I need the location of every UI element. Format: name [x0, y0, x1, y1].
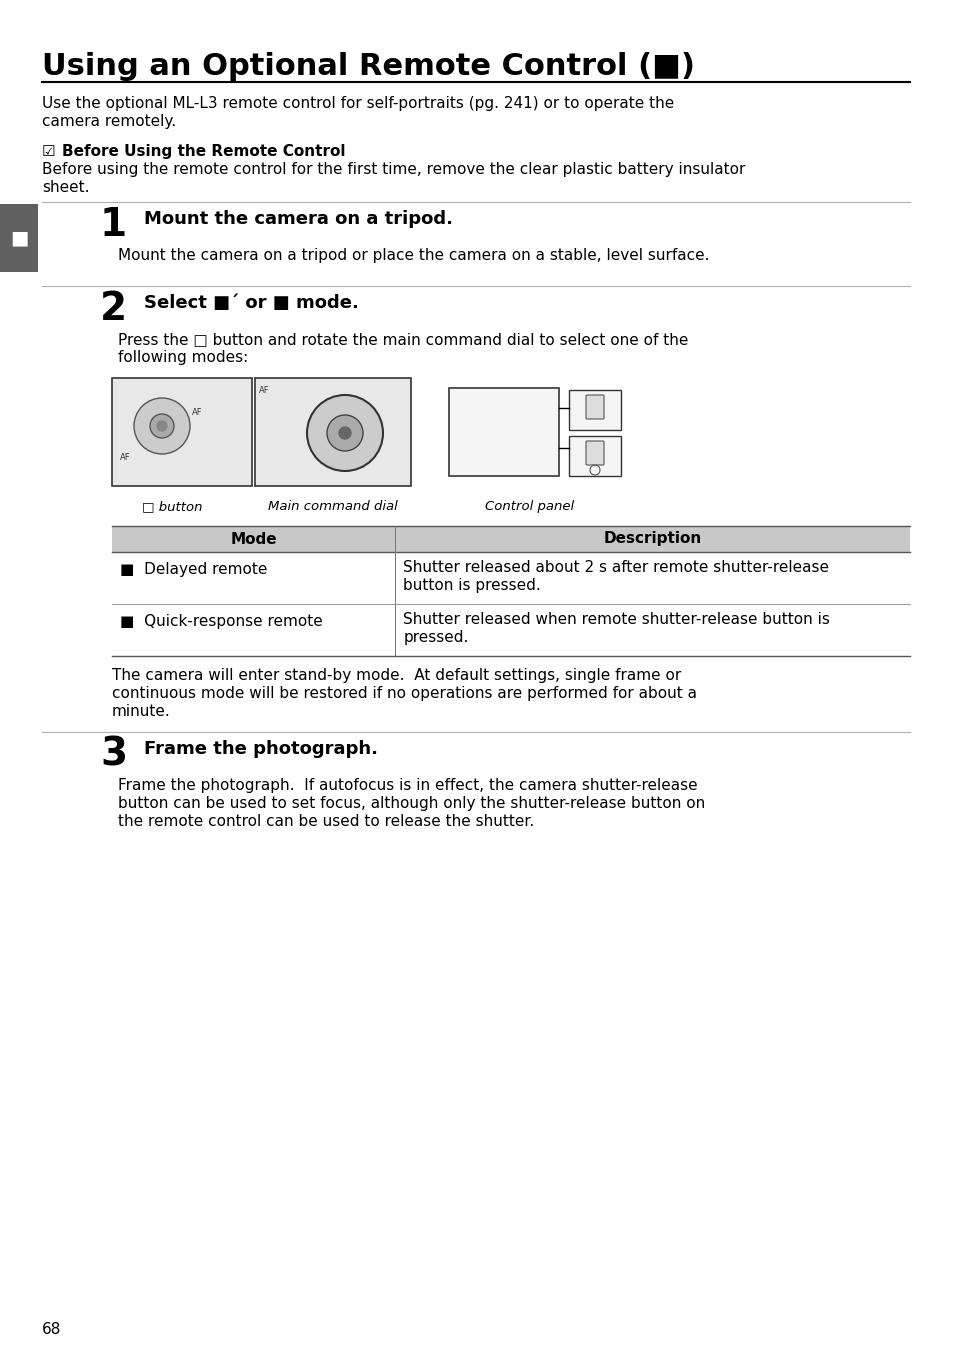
Text: AF: AF	[192, 408, 202, 416]
Text: button is pressed.: button is pressed.	[403, 579, 540, 594]
Circle shape	[133, 397, 190, 454]
Text: AF: AF	[120, 453, 131, 462]
Text: Mode: Mode	[230, 531, 276, 546]
FancyBboxPatch shape	[112, 379, 252, 485]
Text: Press the □ button and rotate the main command dial to select one of the: Press the □ button and rotate the main c…	[118, 333, 688, 347]
Text: ☑: ☑	[42, 145, 55, 160]
FancyBboxPatch shape	[585, 441, 603, 465]
Circle shape	[150, 414, 173, 438]
Text: sheet.: sheet.	[42, 180, 90, 195]
Text: 68: 68	[42, 1322, 61, 1337]
Text: ■  Delayed remote: ■ Delayed remote	[120, 562, 267, 577]
Circle shape	[338, 427, 351, 439]
FancyBboxPatch shape	[568, 389, 620, 430]
Text: Shutter released when remote shutter-release button is: Shutter released when remote shutter-rel…	[403, 612, 829, 627]
Text: camera remotely.: camera remotely.	[42, 114, 176, 128]
Text: The camera will enter stand-by mode.  At default settings, single frame or: The camera will enter stand-by mode. At …	[112, 668, 680, 683]
Text: □ button: □ button	[142, 500, 202, 512]
Text: Shutter released about 2 s after remote shutter-release: Shutter released about 2 s after remote …	[403, 560, 828, 575]
Text: 1: 1	[100, 206, 127, 243]
Circle shape	[327, 415, 363, 452]
Text: Main command dial: Main command dial	[268, 500, 397, 512]
Text: 3: 3	[100, 735, 127, 773]
Text: continuous mode will be restored if no operations are performed for about a: continuous mode will be restored if no o…	[112, 685, 697, 700]
Text: the remote control can be used to release the shutter.: the remote control can be used to releas…	[118, 814, 534, 829]
Circle shape	[157, 420, 167, 431]
Text: AF: AF	[258, 387, 270, 395]
Text: minute.: minute.	[112, 704, 171, 719]
FancyBboxPatch shape	[568, 435, 620, 476]
Text: Mount the camera on a tripod or place the camera on a stable, level surface.: Mount the camera on a tripod or place th…	[118, 247, 709, 264]
Text: Frame the photograph.  If autofocus is in effect, the camera shutter-release: Frame the photograph. If autofocus is in…	[118, 777, 697, 794]
Text: Use the optional ML-L3 remote control for self-portraits (pg. 241) or to operate: Use the optional ML-L3 remote control fo…	[42, 96, 674, 111]
Text: Frame the photograph.: Frame the photograph.	[144, 740, 377, 758]
FancyBboxPatch shape	[0, 204, 38, 272]
Text: Before Using the Remote Control: Before Using the Remote Control	[62, 145, 345, 160]
Circle shape	[307, 395, 382, 470]
Text: following modes:: following modes:	[118, 350, 248, 365]
Text: Before using the remote control for the first time, remove the clear plastic bat: Before using the remote control for the …	[42, 162, 744, 177]
Text: pressed.: pressed.	[403, 630, 468, 645]
Text: button can be used to set focus, although only the shutter-release button on: button can be used to set focus, althoug…	[118, 796, 704, 811]
Text: Using an Optional Remote Control (■): Using an Optional Remote Control (■)	[42, 51, 695, 81]
Text: Control panel: Control panel	[485, 500, 574, 512]
Text: Select ■´ or ■ mode.: Select ■´ or ■ mode.	[144, 293, 358, 312]
Text: ■  Quick-response remote: ■ Quick-response remote	[120, 614, 322, 629]
FancyBboxPatch shape	[254, 379, 411, 485]
FancyBboxPatch shape	[112, 526, 909, 552]
Text: Mount the camera on a tripod.: Mount the camera on a tripod.	[144, 210, 453, 228]
FancyBboxPatch shape	[449, 388, 558, 476]
Text: ■: ■	[10, 228, 29, 247]
Text: 2: 2	[100, 289, 127, 329]
Text: Description: Description	[603, 531, 701, 546]
FancyBboxPatch shape	[585, 395, 603, 419]
